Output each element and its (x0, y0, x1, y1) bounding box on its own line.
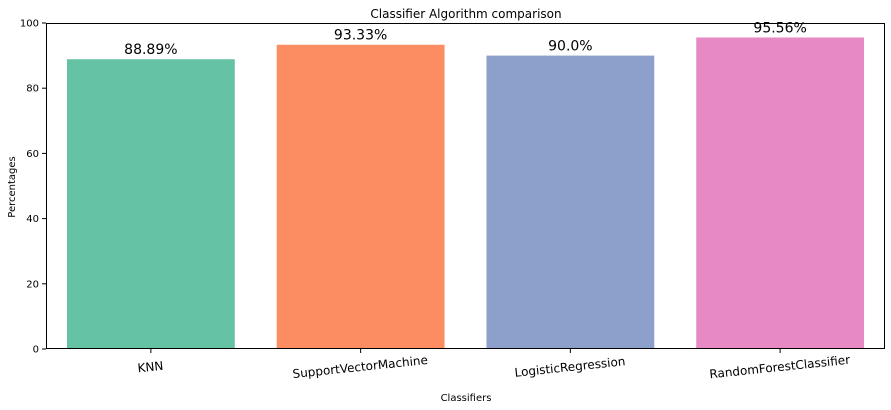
bar-randomforestclassifier (696, 37, 865, 350)
x-axis-label: Classifiers (441, 393, 492, 404)
y-tick-label: 80 (26, 84, 39, 95)
data-label-logisticregression: 90.0% (548, 39, 592, 55)
y-tick-label: 20 (26, 279, 39, 290)
y-tick-label: 60 (26, 149, 39, 160)
y-tick-label: 100 (20, 19, 39, 30)
chart-title: Classifier Algorithm comparison (370, 7, 561, 21)
bar-knn (66, 59, 235, 350)
x-axis-ticks: KNN SupportVectorMachine LogisticRegressio… (137, 349, 851, 381)
x-tick-label-supportvectormachine: SupportVectorMachine (292, 353, 429, 381)
bar-logisticregression (486, 55, 655, 349)
x-tick-label-knn: KNN (137, 359, 164, 376)
bar-supportvectormachine (276, 44, 445, 349)
x-tick-label-randomforestclassifier: RandomForestClassifier (709, 353, 851, 382)
plot-area-frame (46, 23, 885, 349)
data-labels-group: 88.89% 93.33% 90.0% 95.56% (124, 20, 807, 58)
y-axis-ticks: 0 20 40 60 80 100 (20, 19, 46, 356)
bars-group (66, 37, 865, 350)
data-label-knn: 88.89% (124, 42, 177, 58)
y-tick-label: 0 (33, 345, 39, 356)
y-tick-label: 40 (26, 214, 39, 225)
data-label-supportvectormachine: 93.33% (334, 28, 387, 44)
x-tick-label-logisticregression: LogisticRegression (514, 354, 626, 380)
y-axis-label: Percentages (7, 156, 18, 217)
data-label-randomforestclassifier: 95.56% (753, 20, 806, 36)
